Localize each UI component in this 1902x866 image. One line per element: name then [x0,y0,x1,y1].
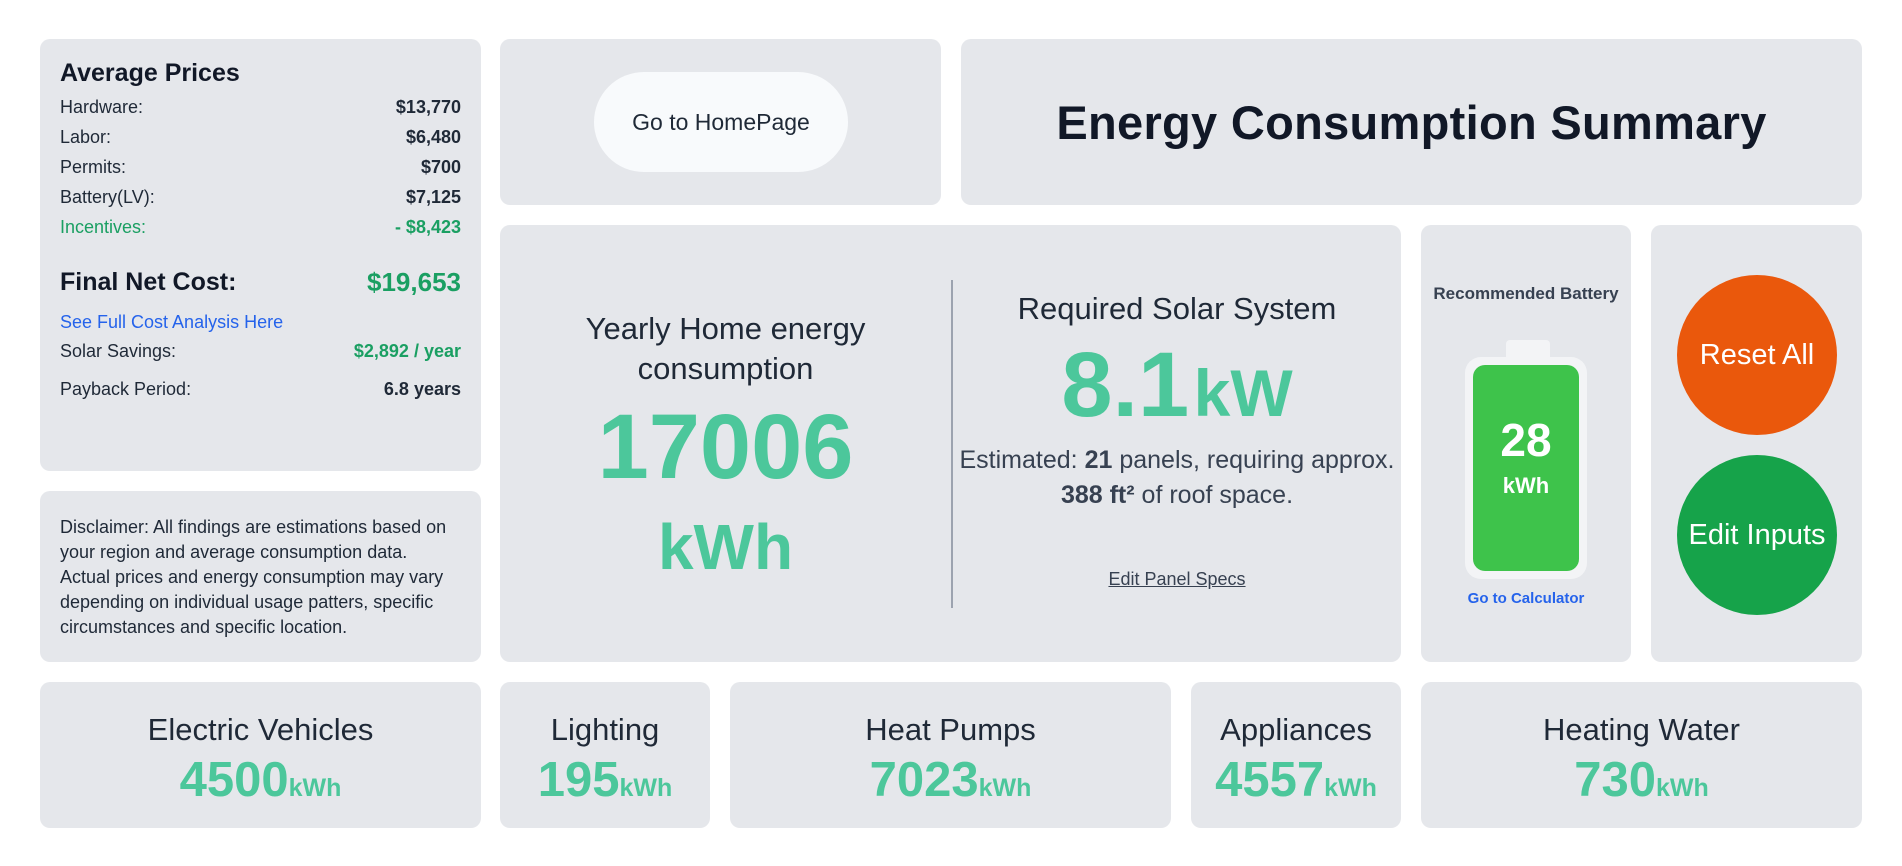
category-amount: 4557kWh [1191,752,1401,808]
category-amount: 730kWh [1421,752,1862,808]
reset-all-button[interactable]: Reset All [1677,275,1837,435]
actions-card: Reset All Edit Inputs [1651,225,1862,662]
price-label: Hardware: [60,96,144,117]
edit-inputs-button[interactable]: Edit Inputs [1677,455,1837,615]
solar-savings-value: $2,892 / year [353,340,461,361]
category-name: Appliances [1220,712,1372,747]
payback-period-label: Payback Period: [60,378,192,399]
category-unit: kWh [1655,774,1709,802]
payback-period-value: 6.8 years [383,378,461,399]
price-value: $13,770 [395,96,461,117]
go-to-calculator-link[interactable]: Go to Calculator [1467,590,1585,607]
price-row-labor: Labor: $6,480 [60,122,461,152]
solar-system-value: 8.1 [1061,334,1190,436]
energy-summary-card: Yearly Home energy consumption 17006 kWh… [500,225,1401,662]
estimate-mid: panels, requiring approx. [1119,446,1395,474]
price-label: Permits: [60,156,127,177]
recommended-battery-label: Recommended Battery [1433,284,1619,303]
category-name: Heat Pumps [865,712,1036,747]
category-name: Heating Water [1543,712,1740,747]
yearly-consumption-value: 17006 [597,396,854,498]
estimate-suffix: of roof space. [1141,481,1294,509]
panel-estimate-text: Estimated: 21 panels, requiring approx. … [953,443,1401,513]
price-row-hardware: Hardware: $13,770 [60,92,461,122]
price-value: $7,125 [405,186,461,207]
solar-system-unit: kW [1193,356,1293,430]
disclaimer-card: Disclaimer: All findings are estimations… [40,491,481,662]
yearly-consumption-label: Yearly Home energy consumption [585,311,866,386]
solar-system-size: 8.1 kW [953,335,1401,462]
edit-panel-specs-link[interactable]: Edit Panel Specs [1108,569,1246,589]
solar-savings-label: Solar Savings: [60,340,177,361]
full-cost-analysis-link[interactable]: See Full Cost Analysis Here [60,312,284,332]
category-unit: kWh [619,774,673,802]
category-unit: kWh [288,774,342,802]
price-label: Battery(LV): [60,186,155,207]
solar-savings-row: Solar Savings: $2,892 / year [60,336,461,366]
roof-area: 388 ft² [1060,481,1135,509]
price-row-incentives: Incentives: - $8,423 [60,212,461,242]
category-value: 4500 [179,753,289,807]
disclaimer-text: Disclaimer: All findings are estimations… [60,517,447,637]
solar-system-label: Required Solar System [1017,291,1337,326]
final-net-cost-value: $19,653 [367,266,461,297]
price-row-battery: Battery(LV): $7,125 [60,182,461,212]
home-button-card: Go to HomePage [500,39,941,205]
price-value: $6,480 [405,126,461,147]
incentives-value: - $8,423 [394,216,461,237]
title-card: Energy Consumption Summary [961,39,1862,205]
price-row-permits: Permits: $700 [60,152,461,182]
panel-count: 21 [1084,446,1113,474]
category-value: 730 [1574,753,1656,807]
category-value: 4557 [1215,753,1325,807]
category-unit: kWh [978,774,1032,802]
category-amount: 4500kWh [40,752,481,808]
solar-system-section: Required Solar System 8.1 kW Estimated: … [953,225,1401,662]
category-name: Electric Vehicles [147,712,374,747]
category-value: 195 [537,753,620,807]
category-card-heating-water: Heating Water 730kWh [1421,682,1862,828]
battery-card: Recommended Battery 28 kWh Go to Calcula… [1421,225,1631,662]
go-to-homepage-button[interactable]: Go to HomePage [594,72,848,172]
category-value: 7023 [869,753,979,807]
estimate-prefix: Estimated: [959,446,1078,474]
category-card-heat-pumps: Heat Pumps 7023kWh [730,682,1171,828]
category-card-electric-vehicles: Electric Vehicles 4500kWh [40,682,481,828]
category-card-appliances: Appliances 4557kWh [1191,682,1401,828]
category-card-lighting: Lighting 195kWh [500,682,710,828]
battery-capacity-value: 28 [1500,414,1552,466]
section-divider [951,280,953,608]
page-title: Energy Consumption Summary [1056,95,1767,149]
price-value: $700 [420,156,461,177]
battery-icon-cap [1506,340,1550,360]
category-amount: 195kWh [500,752,710,808]
final-net-cost-label: Final Net Cost: [60,267,237,296]
price-label: Labor: [60,126,112,147]
average-prices-title: Average Prices [60,59,240,87]
category-amount: 7023kWh [730,752,1171,808]
category-name: Lighting [550,712,660,747]
yearly-consumption-section: Yearly Home energy consumption 17006 kWh [500,225,951,662]
payback-period-row: Payback Period: 6.8 years [60,374,461,404]
incentives-label: Incentives: [60,216,147,237]
average-prices-card: Average Prices Hardware: $13,770 Labor: … [40,39,481,471]
final-net-cost-row: Final Net Cost: $19,653 [60,264,461,300]
battery-fill: 28 kWh [1473,365,1579,571]
yearly-consumption-unit: kWh [657,511,794,583]
battery-capacity-unit: kWh [1502,473,1550,498]
category-unit: kWh [1324,774,1377,802]
